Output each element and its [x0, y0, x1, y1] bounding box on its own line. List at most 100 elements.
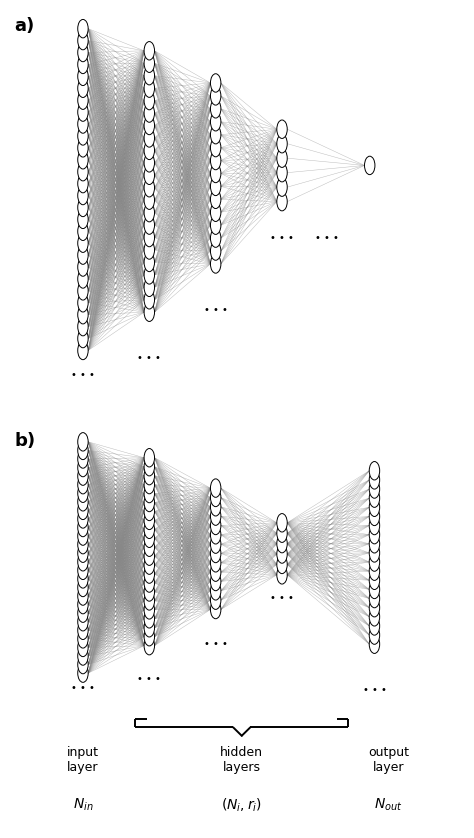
- Text: a): a): [14, 17, 35, 34]
- Circle shape: [78, 587, 88, 605]
- Circle shape: [144, 565, 155, 583]
- Circle shape: [210, 591, 221, 609]
- Circle shape: [78, 329, 88, 348]
- Circle shape: [277, 556, 287, 574]
- Circle shape: [144, 42, 155, 60]
- Circle shape: [78, 67, 88, 85]
- Circle shape: [144, 592, 155, 610]
- Circle shape: [144, 609, 155, 628]
- Circle shape: [78, 595, 88, 613]
- Circle shape: [144, 228, 155, 246]
- Circle shape: [78, 475, 88, 494]
- Circle shape: [78, 647, 88, 665]
- Circle shape: [369, 617, 380, 635]
- Circle shape: [78, 31, 88, 49]
- Circle shape: [78, 535, 88, 554]
- Circle shape: [210, 216, 221, 235]
- Circle shape: [277, 193, 287, 211]
- Text: b): b): [14, 432, 36, 449]
- Circle shape: [210, 74, 221, 92]
- Circle shape: [210, 112, 221, 131]
- Circle shape: [144, 166, 155, 184]
- Circle shape: [144, 556, 155, 574]
- Text: hidden
layers: hidden layers: [220, 746, 263, 773]
- Circle shape: [369, 626, 380, 644]
- Circle shape: [144, 266, 155, 284]
- Circle shape: [210, 554, 221, 572]
- Circle shape: [144, 511, 155, 530]
- Circle shape: [144, 253, 155, 272]
- Circle shape: [78, 450, 88, 468]
- Circle shape: [144, 520, 155, 539]
- Circle shape: [78, 306, 88, 324]
- Circle shape: [277, 524, 287, 542]
- Circle shape: [369, 480, 380, 499]
- Circle shape: [78, 629, 88, 648]
- Circle shape: [210, 126, 221, 144]
- Circle shape: [277, 120, 287, 138]
- Circle shape: [78, 91, 88, 110]
- Circle shape: [144, 116, 155, 135]
- Circle shape: [144, 291, 155, 309]
- Circle shape: [210, 190, 221, 209]
- Circle shape: [78, 544, 88, 562]
- Circle shape: [78, 570, 88, 588]
- Text: • • •: • • •: [315, 233, 339, 243]
- Circle shape: [144, 54, 155, 72]
- Circle shape: [78, 341, 88, 360]
- Text: • • •: • • •: [71, 370, 95, 380]
- Circle shape: [78, 664, 88, 682]
- Circle shape: [369, 525, 380, 544]
- Circle shape: [277, 134, 287, 153]
- Circle shape: [144, 241, 155, 259]
- Circle shape: [144, 303, 155, 322]
- Circle shape: [78, 621, 88, 639]
- Circle shape: [78, 127, 88, 145]
- Circle shape: [210, 478, 221, 497]
- Circle shape: [277, 514, 287, 532]
- Circle shape: [144, 79, 155, 97]
- Circle shape: [144, 547, 155, 566]
- Circle shape: [369, 571, 380, 589]
- Circle shape: [210, 572, 221, 591]
- Circle shape: [369, 553, 380, 572]
- Circle shape: [369, 471, 380, 489]
- Circle shape: [144, 574, 155, 592]
- Circle shape: [277, 149, 287, 168]
- Circle shape: [78, 234, 88, 252]
- Circle shape: [144, 104, 155, 122]
- Text: output
layer: output layer: [368, 746, 409, 773]
- Circle shape: [78, 19, 88, 38]
- Circle shape: [144, 216, 155, 235]
- Circle shape: [369, 598, 380, 617]
- Text: • • •: • • •: [204, 305, 228, 315]
- Circle shape: [369, 589, 380, 608]
- Circle shape: [144, 278, 155, 297]
- Circle shape: [144, 153, 155, 172]
- Circle shape: [277, 163, 287, 182]
- Circle shape: [78, 510, 88, 528]
- Circle shape: [144, 467, 155, 485]
- Circle shape: [210, 255, 221, 273]
- Circle shape: [78, 432, 88, 451]
- Circle shape: [78, 467, 88, 485]
- Circle shape: [144, 129, 155, 147]
- Circle shape: [210, 242, 221, 261]
- Circle shape: [369, 535, 380, 553]
- Text: • • •: • • •: [270, 233, 294, 243]
- Circle shape: [78, 293, 88, 312]
- Circle shape: [144, 178, 155, 197]
- Text: • • •: • • •: [71, 683, 95, 692]
- Circle shape: [78, 501, 88, 520]
- Circle shape: [210, 489, 221, 507]
- Text: • • •: • • •: [363, 685, 386, 696]
- Circle shape: [78, 115, 88, 133]
- Circle shape: [144, 601, 155, 619]
- Circle shape: [78, 318, 88, 336]
- Circle shape: [78, 561, 88, 580]
- Circle shape: [78, 441, 88, 459]
- Text: • • •: • • •: [204, 639, 228, 649]
- Circle shape: [210, 100, 221, 118]
- Circle shape: [369, 507, 380, 525]
- Circle shape: [144, 582, 155, 601]
